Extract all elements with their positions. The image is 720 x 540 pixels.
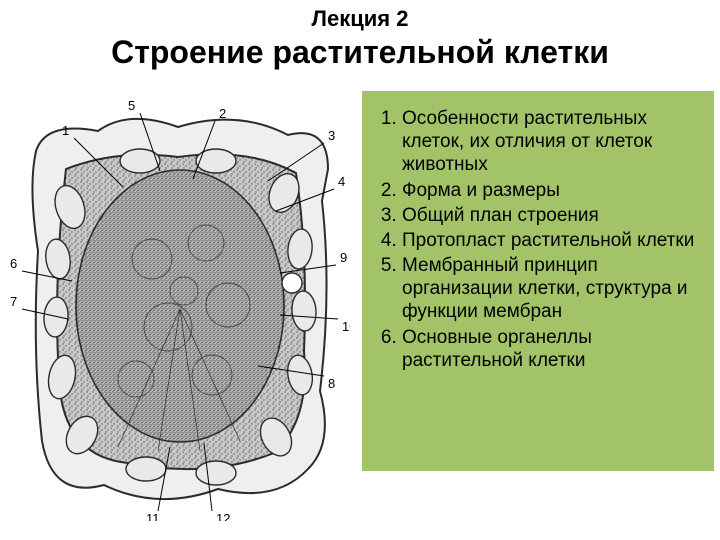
outline-item: Мембранный принцип организации клетки, с… [402, 254, 700, 324]
outline-item: Форма и размеры [402, 179, 700, 202]
outline-list: Особенности растительных клеток, их отли… [376, 107, 700, 372]
callout-label: 8 [328, 376, 335, 391]
callout-label: 1 [62, 123, 69, 138]
callout-label: 7 [10, 294, 17, 309]
callout-label: 11 [146, 511, 160, 521]
cell-figure: 123456789101112 [8, 91, 350, 521]
callout-label: 2 [219, 106, 226, 121]
outline-item: Общий план строения [402, 204, 700, 227]
callout-label: 6 [10, 256, 17, 271]
callout-label: 12 [216, 511, 230, 521]
outline-item: Протопласт растительной клетки [402, 229, 700, 252]
outline-item: Основные органеллы растительной клетки [402, 326, 700, 372]
outline-item: Особенности растительных клеток, их отли… [402, 107, 700, 177]
content-row: 123456789101112 Особенности растительных… [0, 83, 720, 521]
callout-label: 3 [328, 128, 335, 143]
cell-svg: 123456789101112 [8, 91, 350, 521]
callout-label: 10 [342, 319, 350, 334]
lecture-label: Лекция 2 [20, 6, 700, 32]
page-title: Строение растительной клетки [20, 34, 700, 71]
outline-panel: Особенности растительных клеток, их отли… [362, 91, 714, 471]
callout-label: 4 [338, 174, 345, 189]
callout-label: 9 [340, 250, 347, 265]
callout-label: 5 [128, 98, 135, 113]
